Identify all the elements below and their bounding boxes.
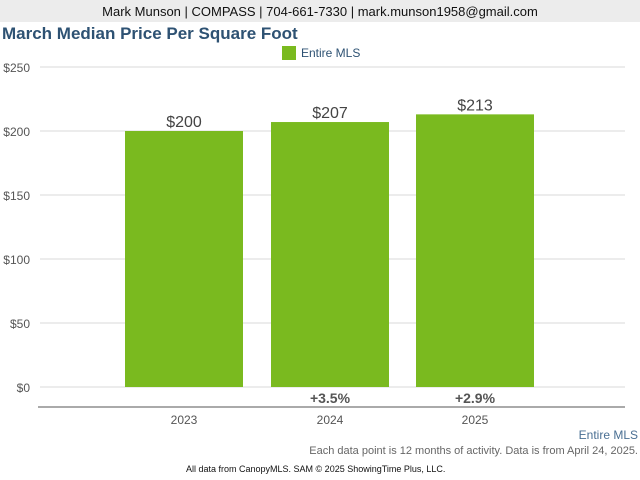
change-label: +3.5% bbox=[310, 390, 351, 406]
x-tick-label: 2025 bbox=[462, 413, 489, 427]
y-tick-label: $200 bbox=[3, 125, 30, 139]
x-tick-label: 2023 bbox=[171, 413, 198, 427]
y-tick-label: $150 bbox=[3, 189, 30, 203]
y-tick-label: $0 bbox=[17, 381, 31, 395]
data-label: $207 bbox=[312, 105, 348, 122]
legend: Entire MLS bbox=[282, 46, 360, 60]
y-tick-label: $250 bbox=[3, 61, 30, 75]
footer-copyright: All data from CanopyMLS. SAM © 2025 Show… bbox=[186, 464, 446, 474]
data-label: $200 bbox=[166, 114, 202, 131]
source-label: Entire MLS bbox=[578, 428, 638, 442]
y-tick-label: $100 bbox=[3, 253, 30, 267]
data-label: $213 bbox=[457, 97, 493, 114]
bar bbox=[271, 122, 389, 387]
legend-label: Entire MLS bbox=[301, 46, 361, 60]
data-note: Each data point is 12 months of activity… bbox=[309, 445, 638, 457]
bar bbox=[416, 114, 534, 388]
chart-title: March Median Price Per Square Foot bbox=[2, 24, 298, 43]
y-tick-label: $50 bbox=[10, 317, 30, 331]
x-tick-label: 2024 bbox=[317, 413, 344, 427]
bar-chart: $0 $50 $100 $150 $200 $250 $200 2023 $207 +3.5% 20… bbox=[3, 61, 625, 427]
bar bbox=[125, 131, 243, 387]
legend-swatch bbox=[282, 46, 296, 60]
agent-contact-header: Mark Munson | COMPASS | 704-661-7330 | m… bbox=[0, 0, 640, 22]
change-label: +2.9% bbox=[455, 390, 496, 406]
